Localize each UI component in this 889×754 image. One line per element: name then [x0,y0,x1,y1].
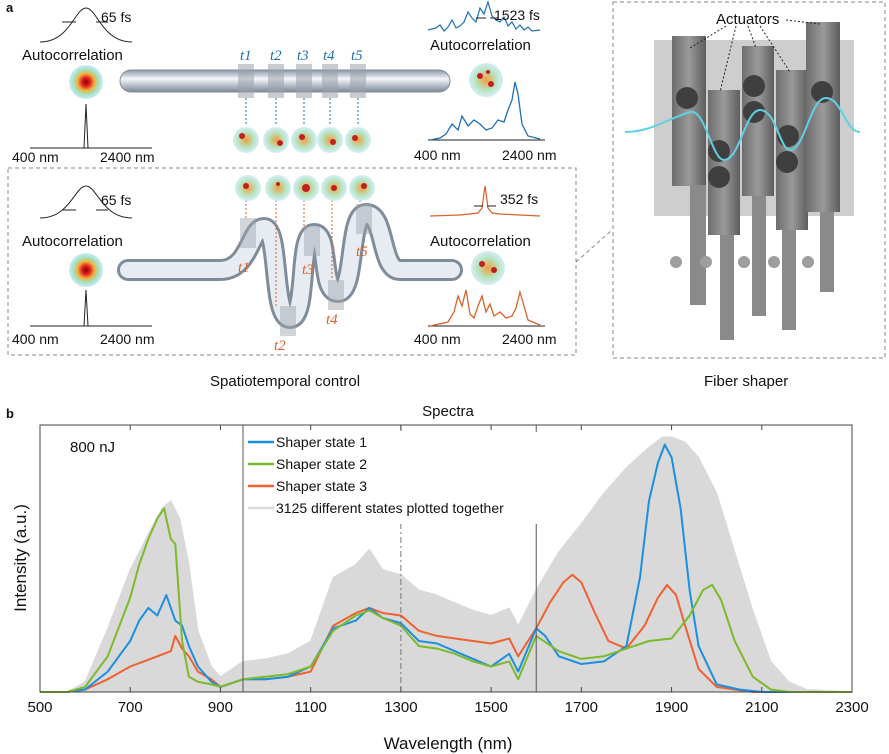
series-line-shaper-state-3 [40,573,852,693]
input-autocorrelation-label: Autocorrelation [22,233,123,250]
x-tick-label: 1900 [655,699,688,716]
x-tick-label: 2100 [745,699,778,716]
input-autocorrelation-curve [39,185,133,219]
actuator-rod [820,212,834,292]
output-autocorrelation-label: Autocorrelation [430,37,531,54]
projection-lines [245,98,359,125]
time-label-t4: t4 [323,48,335,64]
legend-entry: Shaper state 2 [276,456,367,472]
actuators-label: Actuators [716,11,779,28]
fiber-shaper-caption: Fiber shaper [704,373,788,390]
input-spectrum-high: 2400 nm [100,331,154,347]
time-label-t5: t5 [351,48,363,64]
input-beam-profile [69,65,103,99]
legend-entry: Shaper state 3 [276,478,367,494]
output-speckle [477,73,483,79]
bent-fiber-core [120,205,460,327]
actuator-rod [782,230,796,330]
fiber-shaper-illustration: Actuators [624,11,861,340]
output-spectrum-high: 2400 nm [502,147,556,163]
legend-entry: 3125 different states plotted together [276,500,504,516]
legend-entry: Shaper state 1 [276,434,367,450]
actuator-leader-lines [689,19,821,93]
time-label-t4: t4 [326,312,338,328]
projection-lines [245,200,361,306]
output-pulse-width: 1523 fs [494,7,540,23]
output-spectrum-high: 2400 nm [502,331,556,347]
x-tick-label: 1300 [384,699,417,716]
intermediate-beam-profiles [235,175,375,201]
straight-fiber [119,69,451,93]
x-tick-label: 1100 [295,699,327,716]
x-tick-label: 900 [208,699,233,716]
plot-frame [39,424,853,693]
shaper-regions [238,64,366,98]
x-tick-label: 500 [27,699,52,716]
energy-label: 800 nJ [70,439,115,456]
output-pulse-width: 352 fs [500,191,538,207]
input-spectrum-high: 2400 nm [100,149,154,165]
input-pulse-width: 65 fs [101,9,131,25]
input-spectrum-low: 400 nm [12,149,59,165]
input-beam-profile [69,253,103,287]
shaper-regions [240,204,372,336]
shaper-fiber-curve [624,96,861,162]
output-beam-profile [469,63,503,97]
output-autocorrelation-label: Autocorrelation [430,233,531,250]
output-speckle [488,81,494,87]
legend-box [244,432,540,524]
x-tick-label: 1700 [565,699,598,716]
actuator-rod [752,196,766,316]
output-speckle [479,261,485,267]
panel-b-label: b [6,406,14,421]
fiber-shaper-box [612,1,886,359]
output-spectrum-curve [429,81,541,141]
x-tick-label: 1500 [474,699,507,716]
actuator-rod [720,235,734,340]
input-autocorrelation-curve [39,7,133,43]
actuator-arm [708,90,740,235]
time-label-t5: t5 [356,244,368,260]
time-label-t3: t3 [297,48,309,64]
series-line-shaper-state-1 [40,443,852,693]
time-label-t1: t1 [238,260,250,276]
input-spectrum-peak [80,103,92,149]
time-label-t2: t2 [274,338,286,354]
time-label-t3: t3 [302,262,314,278]
spatiotemporal-control-caption: Spatiotemporal control [210,373,360,390]
gear-icon [670,256,814,268]
output-autocorrelation-curve [429,185,541,217]
chart-title: Spectra [422,403,474,420]
input-autocorrelation-label: Autocorrelation [22,47,123,64]
x-axis-label: Wavelength (nm) [384,734,513,753]
input-spectrum-peak [80,289,92,327]
panel-a-label: a [6,0,14,15]
x-tick-label: 2300 [835,699,868,716]
actuator-arm [806,22,840,212]
output-speckle [491,267,497,273]
output-spectrum-curve [429,289,541,327]
input-spectrum-low: 400 nm [12,331,59,347]
time-label-t2: t2 [270,48,282,64]
input-pulse-width: 65 fs [101,192,131,208]
actuator-rod [690,185,706,305]
connector-line-top [575,229,613,263]
bottom-row: 65 fs Autocorrelation 400 nm 2400 nm t1 … [12,175,556,354]
x-tick-label: 700 [118,699,143,716]
top-row: 65 fs Autocorrelation 400 nm 2400 nm t1 … [12,0,556,165]
intermediate-beam-profiles [233,127,371,153]
output-spectrum-low: 400 nm [414,147,461,163]
spectra-chart: 500 700 900 1100 1300 1500 1700 1900 2100 2300 Sha… [27,424,869,716]
y-axis-label: Intensity (a.u.) [11,504,30,612]
output-spectrum-low: 400 nm [414,331,461,347]
actuator-arm [672,36,706,186]
output-speckle [486,70,490,74]
time-label-t1: t1 [240,48,252,64]
output-beam-profile [471,251,505,285]
output-autocorrelation-curve [427,0,541,32]
